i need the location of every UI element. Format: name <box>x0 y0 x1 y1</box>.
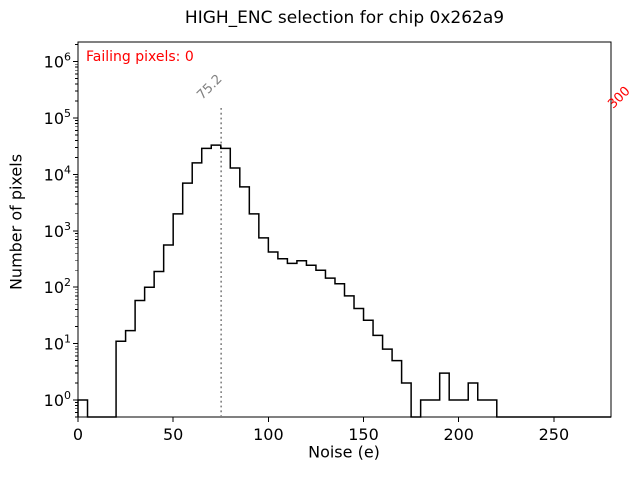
y-axis-label: Number of pixels <box>6 153 26 291</box>
x-tick-label: 0 <box>73 425 83 444</box>
y-tick-label: 103 <box>44 220 71 241</box>
y-tick-label: 101 <box>44 333 71 354</box>
x-tick-label: 100 <box>253 425 284 444</box>
y-tick-label: 105 <box>44 107 71 128</box>
x-tick-label: 250 <box>539 425 570 444</box>
y-tick-label: 100 <box>44 389 71 410</box>
x-tick-label: 50 <box>163 425 183 444</box>
chart-title: HIGH_ENC selection for chip 0x262a9 <box>184 8 505 28</box>
y-tick-label: 104 <box>44 163 71 184</box>
failing-pixels-annotation: Failing pixels: 0 <box>86 49 194 65</box>
x-axis-label: Noise (e) <box>308 442 380 462</box>
y-tick-label: 102 <box>44 276 71 297</box>
x-tick-label: 150 <box>348 425 379 444</box>
axes-spines <box>77 41 612 418</box>
histogram-step-line <box>77 144 611 418</box>
x-tick-label: 200 <box>443 425 474 444</box>
y-tick-label: 106 <box>44 51 71 72</box>
